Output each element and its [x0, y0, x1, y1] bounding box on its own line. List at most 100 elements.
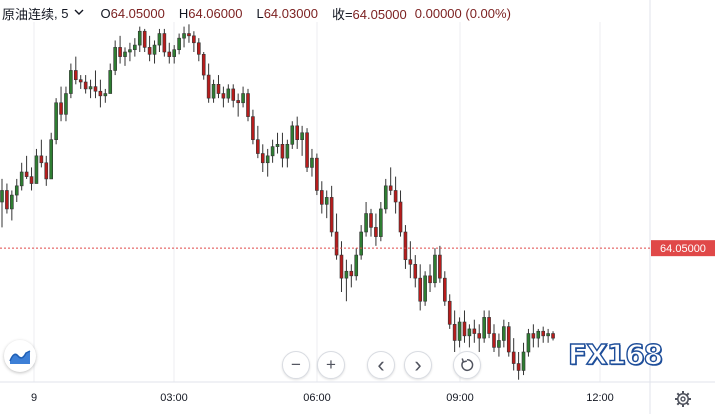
candle-body [177, 37, 181, 50]
candle-body [502, 326, 506, 341]
candle-body [88, 86, 93, 90]
reset-chart-button[interactable] [453, 351, 481, 379]
candle-body [295, 125, 300, 140]
candle-body [113, 47, 117, 71]
current-price-label: 64.05000 [660, 243, 706, 255]
candle-body [201, 54, 206, 76]
close-label: 收= [331, 6, 353, 22]
candle-body [408, 259, 413, 265]
candle-body [260, 153, 265, 164]
candle-body [256, 139, 260, 154]
x-tick-label: 03:00 [160, 392, 188, 404]
candle-body [521, 351, 526, 371]
candle-body [93, 86, 98, 92]
settings-button[interactable] [670, 386, 696, 412]
candle-body [546, 333, 550, 337]
candle-body [447, 300, 452, 325]
candle-body [329, 197, 334, 233]
candle-body [231, 88, 236, 101]
candle-body [442, 277, 447, 302]
candle-body [536, 330, 541, 339]
candle-body [492, 333, 496, 348]
candle-body [98, 90, 103, 97]
candle-body [413, 264, 418, 279]
candle-body [54, 102, 58, 140]
candle-body [152, 44, 157, 55]
zoom-in-button[interactable]: + [317, 351, 345, 379]
candle-body [398, 201, 403, 233]
candle-body [162, 33, 167, 53]
candle-body [157, 33, 162, 46]
x-tick-label: 09:00 [446, 392, 474, 404]
candle-body [275, 144, 280, 147]
candle-body [265, 155, 270, 164]
candle-body [123, 51, 127, 57]
chevron-down-icon[interactable] [74, 7, 84, 19]
candle-body [418, 277, 423, 302]
open-value: 64.05000 [110, 5, 165, 21]
open-label: O [100, 5, 111, 21]
chart-logo-button[interactable] [4, 340, 36, 372]
candle-body [359, 231, 363, 256]
candle-body [383, 185, 388, 210]
candle-body [118, 47, 122, 57]
candle-body [551, 333, 555, 339]
candle-body [29, 176, 34, 184]
candle-body [531, 333, 536, 339]
candle-body [226, 88, 231, 99]
candle-body [187, 33, 191, 37]
candle-body [319, 190, 324, 205]
candle-body [428, 275, 432, 284]
candle-body [172, 49, 176, 57]
candle-body [59, 102, 63, 115]
candle-body [34, 155, 39, 184]
candle-body [506, 326, 511, 353]
candle-body [78, 79, 83, 83]
scroll-left-button[interactable]: ‹ [367, 351, 395, 379]
candle-body [19, 171, 24, 187]
legend-open: O64.05000 [100, 6, 164, 21]
candle-body [221, 93, 226, 99]
candle-body [241, 93, 245, 104]
candle-body [236, 100, 240, 104]
candle-body [64, 93, 68, 115]
close-value: 64.05000 [352, 6, 407, 22]
candle-body [334, 231, 339, 256]
candle-body [354, 254, 359, 277]
candle-body [310, 157, 314, 168]
scroll-right-button[interactable]: › [404, 351, 432, 379]
candle-body [433, 254, 437, 284]
candle-body [452, 324, 457, 341]
candle-body [541, 330, 546, 337]
candle-body [497, 340, 501, 348]
symbol-name[interactable]: 原油连续 [2, 6, 55, 22]
candle-body [374, 227, 378, 237]
candle-body [137, 30, 142, 46]
chevron-right-icon: › [414, 352, 422, 377]
candle-body [10, 194, 14, 210]
zoom-out-button[interactable]: − [282, 351, 310, 379]
candle-body [511, 351, 516, 364]
legend-separator: , [54, 5, 62, 21]
candle-body [482, 317, 486, 339]
fx168-logo: FX168 [567, 337, 664, 371]
reset-icon [461, 358, 474, 372]
candle-body [74, 70, 78, 80]
candle-body [192, 35, 196, 44]
candle-body [246, 93, 250, 117]
fx168-logo-text: FX168 [567, 337, 664, 371]
candle-body [285, 144, 290, 159]
candle-body [103, 93, 108, 97]
candle-body [14, 185, 19, 196]
candle-body [467, 328, 472, 337]
candle-body [133, 44, 137, 50]
minus-icon: − [291, 355, 301, 374]
candle-body [142, 30, 147, 48]
candle-body [108, 70, 113, 94]
interval-value[interactable]: 5 [61, 5, 69, 21]
candle-body [128, 49, 132, 53]
candle-body [403, 231, 408, 260]
